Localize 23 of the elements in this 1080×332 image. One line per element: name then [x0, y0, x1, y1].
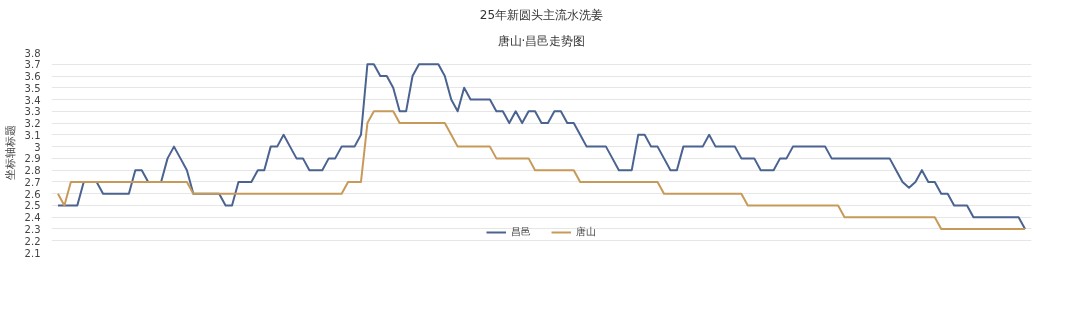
y-tick-label: 2.6 [24, 188, 41, 200]
y-tick-label: 2.7 [24, 176, 41, 188]
y-tick-label: 3.2 [24, 118, 41, 130]
chart-title: 25年新圆头主流水洗姜 [479, 7, 604, 22]
y-tick-label: 3 [34, 141, 41, 153]
y-tick-label: 3.6 [24, 71, 41, 83]
y-tick-label: 2.9 [24, 153, 41, 165]
y-tick-label: 2.8 [24, 165, 41, 177]
chart-subtitle: 唐山·昌邑走势图 [497, 33, 586, 48]
y-tick-label: 3.8 [24, 47, 41, 59]
y-tick-label: 2.1 [24, 247, 41, 259]
y-tick-label: 3.3 [24, 106, 41, 118]
y-tick-label: 3.7 [24, 59, 41, 71]
y-tick-label: 2.5 [24, 200, 41, 212]
y-tick-label: 2.4 [24, 212, 41, 224]
legend-label: 唐山 [576, 225, 596, 239]
y-tick-label: 3.1 [24, 129, 41, 141]
y-tick-label: 2.3 [24, 223, 41, 235]
y-tick-label: 2.2 [24, 235, 41, 247]
y-tick-label: 3.5 [24, 82, 41, 94]
y-tick-label: 3.4 [24, 94, 41, 106]
y-axis-title: 坐标轴标题 [3, 125, 17, 180]
legend-label: 昌邑 [511, 225, 531, 239]
